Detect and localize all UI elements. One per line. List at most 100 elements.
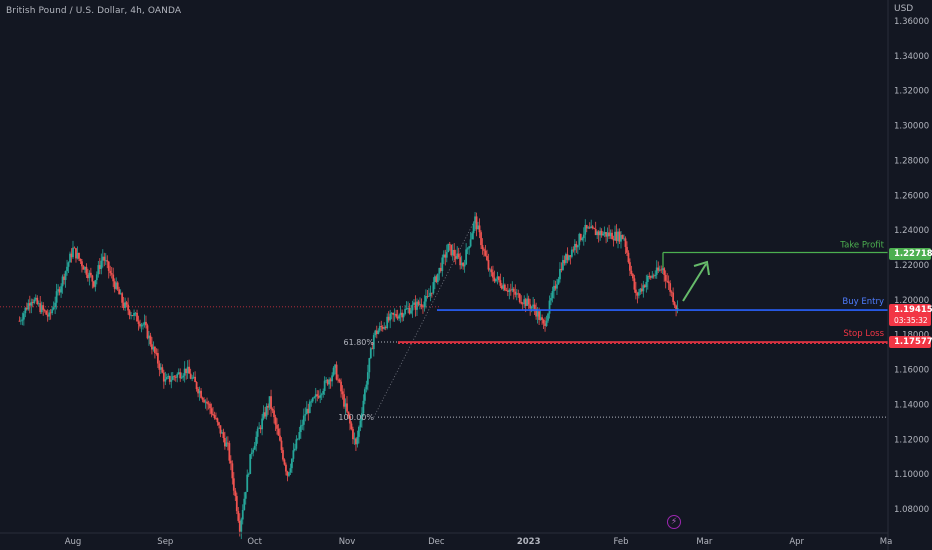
- candle-body: [544, 323, 546, 326]
- candle-body: [325, 379, 328, 381]
- candle-body: [551, 291, 554, 298]
- candle-body: [344, 403, 347, 407]
- candle-body: [176, 374, 179, 378]
- candle-body: [186, 366, 189, 374]
- candle-body: [78, 252, 80, 259]
- candle-body: [112, 274, 115, 282]
- candle-body: [27, 303, 30, 310]
- candle-body: [173, 376, 176, 378]
- candle-body: [197, 389, 199, 394]
- candle-body: [250, 452, 253, 455]
- candle-body: [366, 372, 369, 385]
- candle-body: [97, 265, 100, 275]
- candle-body: [238, 520, 241, 532]
- candle-body: [119, 293, 122, 295]
- buy-entry-price: 1.19415: [894, 305, 932, 315]
- candle-body: [490, 269, 493, 273]
- candle-body: [371, 348, 374, 350]
- candle-body: [658, 269, 661, 271]
- candle-body: [195, 382, 198, 390]
- candle-body: [660, 269, 663, 271]
- candle-body: [596, 231, 599, 236]
- candle-body: [128, 310, 131, 316]
- candle-body: [471, 233, 473, 240]
- candle-body: [527, 298, 530, 305]
- candle-body: [556, 284, 558, 289]
- candle-body: [402, 314, 405, 318]
- candle-body: [45, 310, 48, 315]
- candle-body: [301, 424, 304, 426]
- candle-body: [429, 292, 432, 297]
- candle-body: [667, 281, 670, 284]
- candle-body: [675, 305, 677, 309]
- candle-body: [162, 372, 165, 382]
- candle-body: [124, 302, 127, 308]
- candle-body: [352, 429, 354, 440]
- candle-body: [489, 269, 491, 271]
- candle-body: [661, 268, 664, 271]
- candle-body: [331, 375, 334, 382]
- candle-body: [279, 435, 281, 441]
- candle-body: [341, 391, 344, 395]
- candle-body: [416, 301, 418, 310]
- price-tick-label: 1.32000: [894, 87, 929, 97]
- candle-body: [618, 231, 621, 242]
- candle-body: [122, 302, 125, 308]
- candle-body: [183, 368, 186, 376]
- candle-body: [106, 260, 109, 262]
- candle-body: [384, 327, 387, 329]
- time-tick-label: Sep: [157, 537, 173, 547]
- candle-body: [657, 267, 660, 271]
- candle-body: [495, 278, 497, 282]
- candle-body: [340, 381, 342, 392]
- candle-body: [584, 225, 587, 235]
- candle-body: [343, 394, 345, 407]
- candle-body: [261, 418, 264, 430]
- candle-body: [285, 464, 287, 472]
- candle-body: [536, 311, 539, 317]
- candle-body: [463, 264, 466, 267]
- candle-body: [158, 363, 161, 370]
- candle-body: [48, 312, 51, 317]
- candle-body: [457, 253, 460, 258]
- candle-body: [66, 266, 68, 272]
- candle-body: [209, 403, 211, 409]
- candle-body: [512, 288, 515, 292]
- candle-body: [432, 282, 435, 294]
- candle-body: [609, 232, 612, 237]
- candle-body: [179, 372, 182, 379]
- candle-body: [620, 234, 622, 242]
- candle-body: [151, 344, 153, 350]
- buy-entry-price-badge: 1.19415 03:35:32: [889, 304, 932, 326]
- candle-body: [597, 231, 600, 236]
- candle-body: [392, 312, 395, 315]
- candle-body: [289, 468, 292, 473]
- candle-body: [477, 225, 479, 230]
- candle-body: [503, 284, 506, 291]
- candle-body: [185, 368, 188, 374]
- overlays: 61.80% 100.00% Take Profit Buy Entry Stop Lo…: [0, 219, 888, 422]
- lightning-icon[interactable]: ⚡: [667, 515, 681, 529]
- candle-body: [171, 376, 174, 380]
- candle-body: [502, 284, 505, 289]
- candle-body: [532, 304, 535, 307]
- candle-body: [219, 425, 222, 434]
- candle-body: [425, 296, 427, 302]
- candle-body: [509, 289, 512, 291]
- price-axis: 1.36000 1.34000 1.32000 1.30000 1.28000 1.260…: [887, 0, 929, 550]
- candle-body: [109, 270, 112, 274]
- candle-body: [177, 372, 180, 375]
- candle-body: [295, 439, 298, 449]
- candle-body: [591, 226, 594, 229]
- fib-level-label: 61.80%: [343, 338, 374, 347]
- candle-body: [207, 403, 210, 405]
- candle-body: [572, 249, 575, 251]
- candle-body: [365, 384, 368, 390]
- candle-body: [24, 307, 27, 314]
- candle-body: [302, 415, 305, 425]
- candle-body: [167, 375, 170, 378]
- candle-body: [353, 438, 356, 440]
- take-profit-price-badge: 1.22718: [889, 248, 932, 260]
